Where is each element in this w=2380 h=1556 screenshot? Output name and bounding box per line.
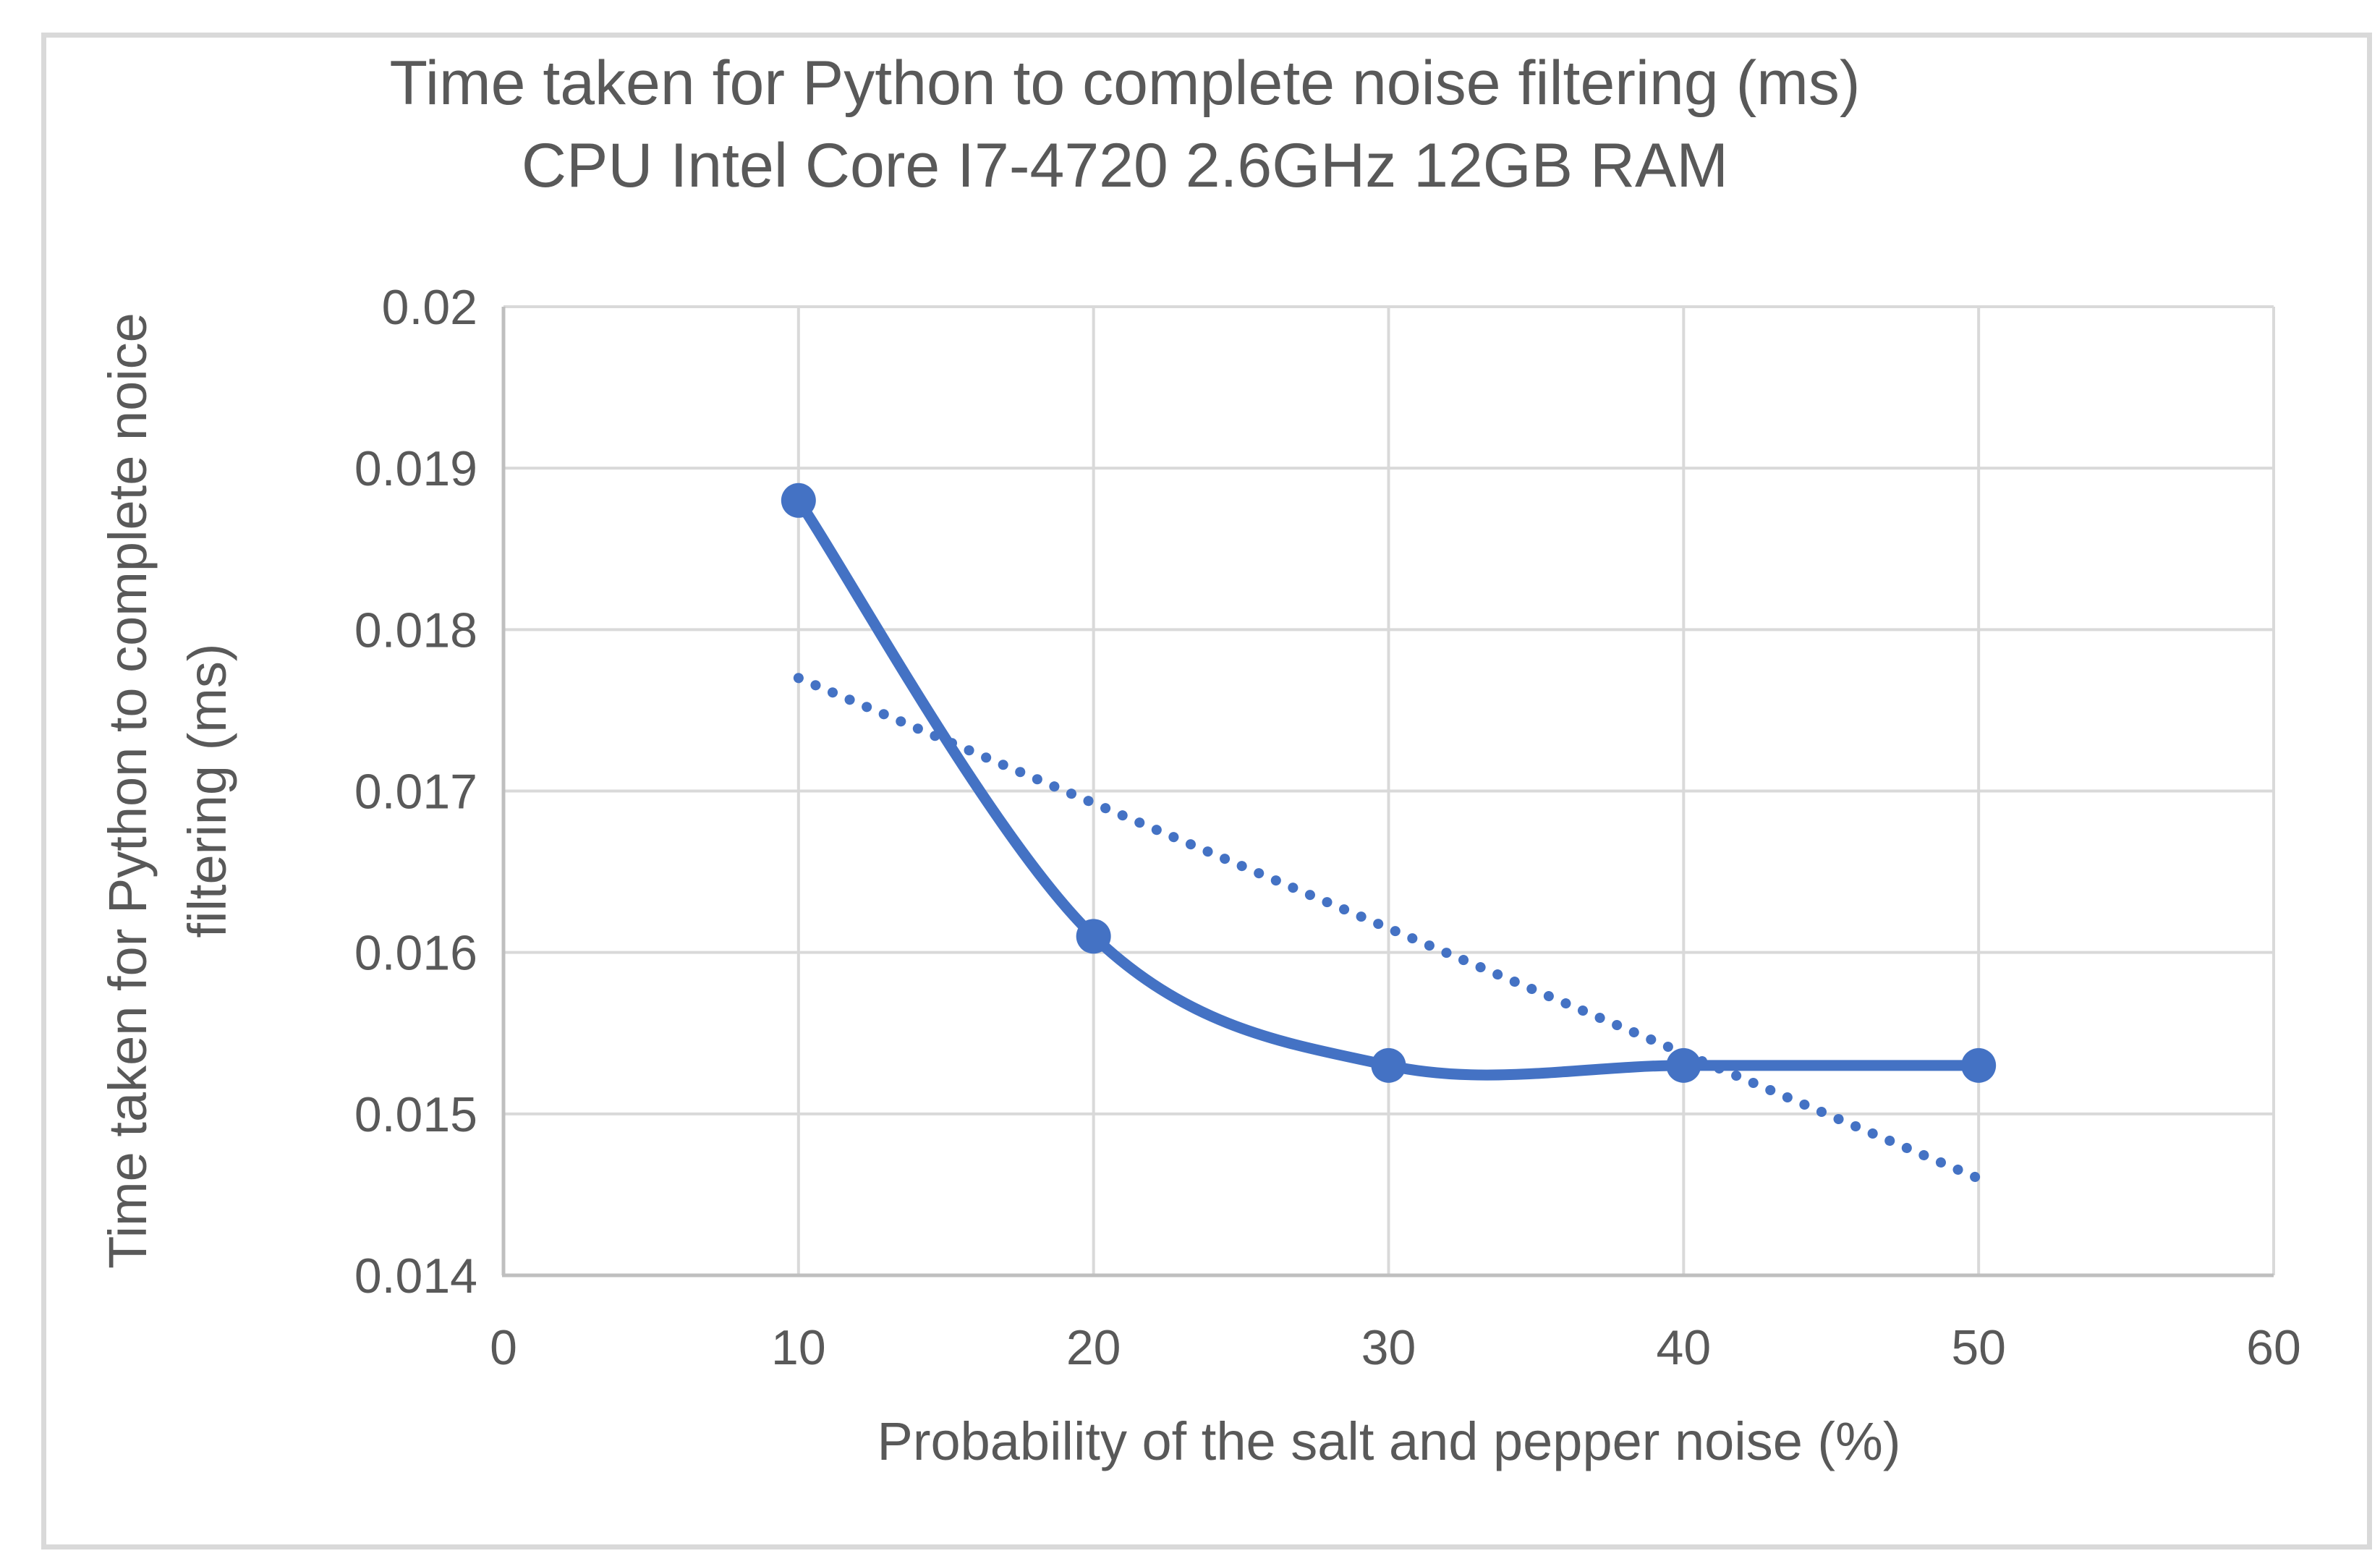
y-tick-label: 0.017 <box>354 765 477 820</box>
x-tick-label: 40 <box>1657 1320 1712 1375</box>
chart-title: Time taken for Python to complete noise … <box>257 42 1993 207</box>
x-tick-label: 0 <box>490 1320 517 1375</box>
y-tick-label: 0.019 <box>354 441 477 496</box>
x-tick-label: 30 <box>1361 1320 1416 1375</box>
x-tick-label: 50 <box>1951 1320 2006 1375</box>
x-tick-label: 20 <box>1066 1320 1121 1375</box>
data-point-marker <box>1961 1047 1997 1083</box>
x-tick-label: 10 <box>771 1320 826 1375</box>
y-tick-label: 0.018 <box>354 603 477 658</box>
data-point-marker <box>1666 1047 1701 1083</box>
x-tick-label: 60 <box>2246 1320 2301 1375</box>
chart-title-line1: Time taken for Python to complete noise … <box>389 48 1861 118</box>
series-line <box>793 495 1984 1081</box>
y-tick-label: 0.015 <box>354 1087 477 1142</box>
data-point-marker <box>1076 919 1111 954</box>
y-tick-label: 0.014 <box>354 1249 477 1304</box>
chart-title-line2: CPU Intel Core I7-4720 2.6GHz 12GB RAM <box>521 131 1729 200</box>
x-axis-title: Probability of the salt and pepper noise… <box>877 1411 1901 1471</box>
data-point-marker <box>1371 1047 1406 1083</box>
y-tick-label: 0.02 <box>382 280 477 335</box>
data-point-marker <box>781 482 816 518</box>
y-tick-label: 0.016 <box>354 926 477 981</box>
